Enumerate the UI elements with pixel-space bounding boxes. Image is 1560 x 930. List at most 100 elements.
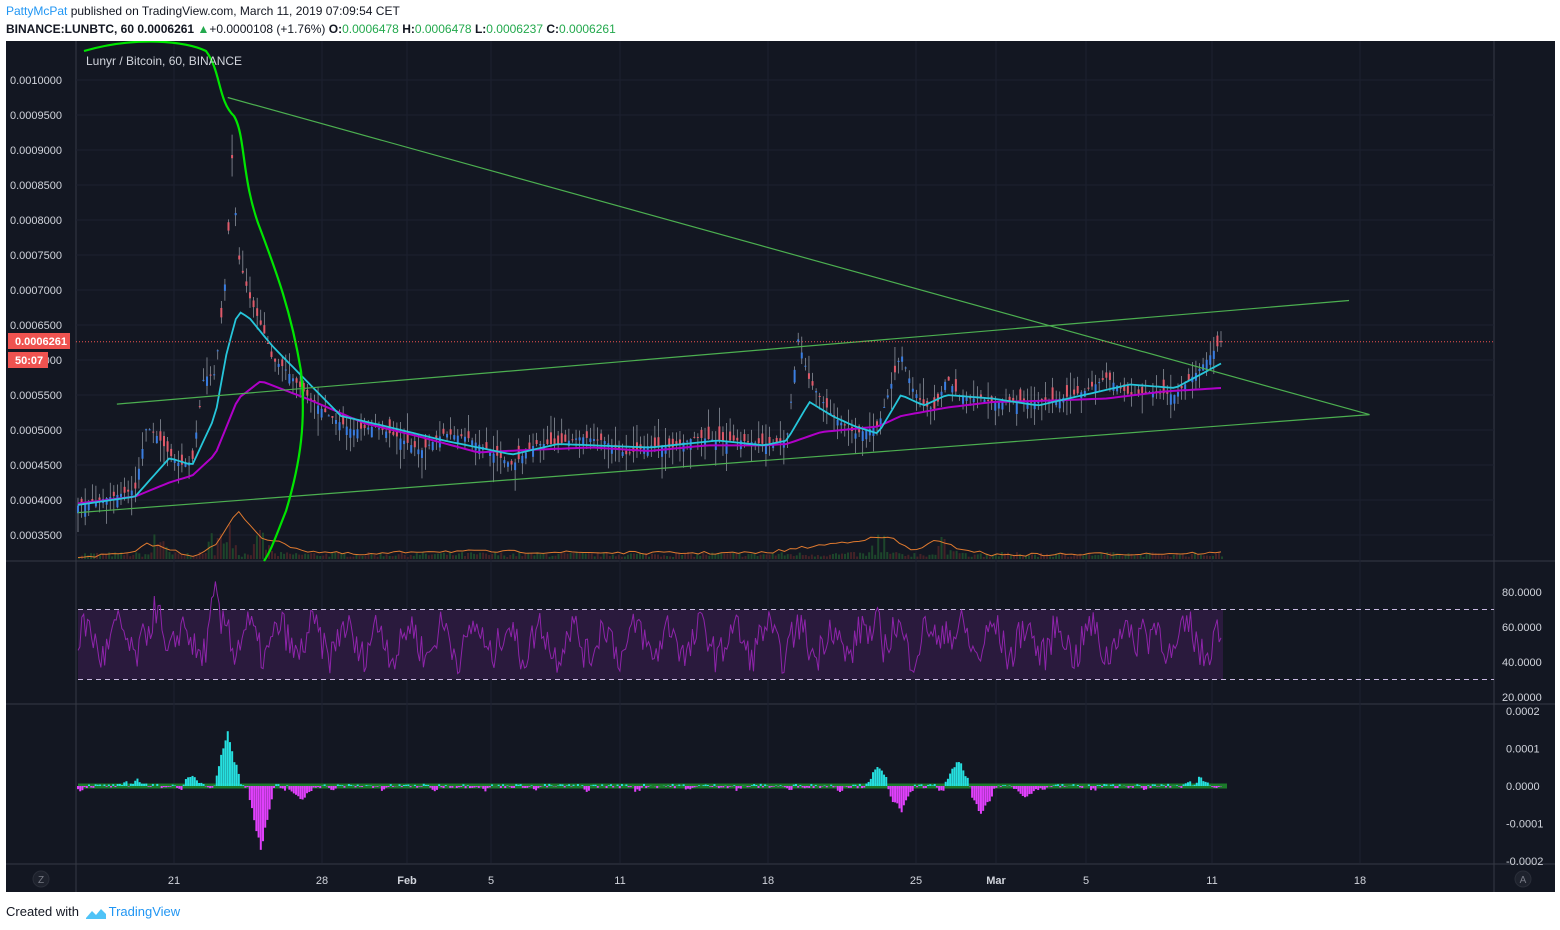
candle-body — [560, 433, 563, 443]
volume-bar — [961, 552, 964, 559]
tradingview-brand[interactable]: TradingView — [108, 904, 181, 919]
candle-body — [428, 444, 431, 446]
price-chart[interactable]: 0.0010000 0.0009500 0.0009000 0.0008500 0.00… — [6, 41, 1555, 892]
rsi-line — [77, 581, 1222, 675]
volume-bar — [246, 554, 249, 559]
volume-bar — [1073, 554, 1076, 559]
author-link[interactable]: PattyMcPat — [6, 4, 68, 18]
candle-body — [929, 407, 932, 409]
candle-body — [1058, 398, 1061, 409]
a-button-label[interactable]: A — [1520, 875, 1527, 886]
volume-bar — [581, 552, 584, 559]
candle-body — [234, 213, 237, 216]
trendline — [116, 299, 1350, 405]
volume-bar — [521, 556, 524, 559]
volume-bar — [102, 553, 105, 559]
z-button-circle[interactable] — [32, 870, 50, 888]
oscillator-tick-label: -0.0001 — [1506, 819, 1543, 831]
price-tick-label: 0.0004500 — [10, 460, 62, 472]
countdown: 50:07 — [8, 352, 48, 368]
volume-bar — [1118, 553, 1121, 559]
volume-bar — [678, 553, 681, 559]
time-tick-label: Feb — [397, 875, 417, 887]
a-button[interactable]: A — [1514, 870, 1532, 888]
candle-body — [757, 438, 760, 444]
indicator-lines — [76, 41, 1494, 562]
volume-bar — [518, 552, 521, 559]
candle-body — [116, 494, 119, 508]
chart-frame[interactable]: 0.0010000 0.0009500 0.0009000 0.0008500 0.00… — [6, 41, 1555, 892]
candle-body — [678, 439, 681, 445]
candle-body — [324, 408, 327, 413]
volume-bar — [708, 555, 711, 559]
volume-bar — [569, 553, 572, 559]
volume-bar — [421, 552, 424, 559]
candle-body — [420, 450, 423, 458]
candle-body — [549, 432, 552, 444]
volume-bar — [542, 553, 545, 559]
volume-bar — [301, 554, 304, 559]
volume-bar — [337, 552, 340, 559]
price-tick-label: 0.0009500 — [10, 110, 62, 122]
candle-body — [1216, 335, 1219, 347]
volume-bar — [593, 556, 596, 559]
volume-bar — [572, 552, 575, 559]
z-button[interactable]: Z — [32, 870, 50, 888]
volume-bar — [120, 552, 123, 559]
volume-bar — [892, 552, 895, 559]
volume-bar — [283, 553, 286, 559]
publish-info: PattyMcPat published on TradingView.com,… — [6, 4, 400, 18]
volume-bar — [442, 552, 445, 559]
candle-body — [983, 399, 986, 403]
candle-body — [944, 381, 947, 390]
volume-bar — [213, 555, 216, 559]
volume-bar — [1021, 556, 1024, 559]
volume-bar — [277, 556, 280, 559]
volume-bar — [946, 554, 949, 559]
oscillator-tick-label: -0.0002 — [1506, 856, 1543, 868]
volume-bar — [943, 539, 946, 559]
z-button-label[interactable]: Z — [38, 875, 44, 886]
volume-bar — [1187, 556, 1190, 559]
candle-body — [718, 426, 721, 441]
volume-bar — [777, 553, 780, 559]
volume-bar — [868, 552, 871, 559]
volume-bar — [801, 555, 804, 559]
volume-bar — [850, 552, 853, 559]
candle-body — [840, 422, 843, 426]
candle-body — [1065, 385, 1068, 397]
volume-bar — [515, 556, 518, 559]
candle-body — [650, 445, 653, 447]
volume-bar — [644, 552, 647, 559]
volume-bar — [611, 554, 614, 559]
candle-body — [306, 389, 309, 396]
volume-bar — [970, 556, 973, 559]
volume-bar — [1018, 554, 1021, 559]
volume-bar — [907, 554, 910, 559]
candle-body — [725, 440, 728, 454]
candle-body — [775, 437, 778, 443]
candle-body — [657, 437, 660, 447]
candle-body — [736, 437, 739, 441]
volume-bar — [654, 554, 657, 559]
candle-body — [940, 391, 943, 396]
candle-body — [338, 422, 341, 431]
candle-body — [965, 397, 968, 401]
candle-body — [213, 374, 216, 376]
candle-body — [130, 490, 133, 496]
volume-bar — [657, 554, 660, 559]
volume-bar — [343, 553, 346, 559]
price-tick-label: 0.0003500 — [10, 530, 62, 542]
volume-bar — [439, 553, 442, 559]
volume-bar — [783, 555, 786, 559]
candle-body — [77, 505, 79, 514]
price-tick-label: 0.0010000 — [10, 75, 62, 87]
price-tick-label: 0.0008000 — [10, 215, 62, 227]
candle-body — [87, 502, 90, 511]
time-tick-label: 5 — [488, 875, 494, 887]
volume-bar — [430, 554, 433, 559]
candle-body — [119, 493, 122, 497]
volume-bar — [201, 553, 204, 559]
a-button-circle[interactable] — [1514, 870, 1532, 888]
candle-body — [786, 433, 789, 435]
